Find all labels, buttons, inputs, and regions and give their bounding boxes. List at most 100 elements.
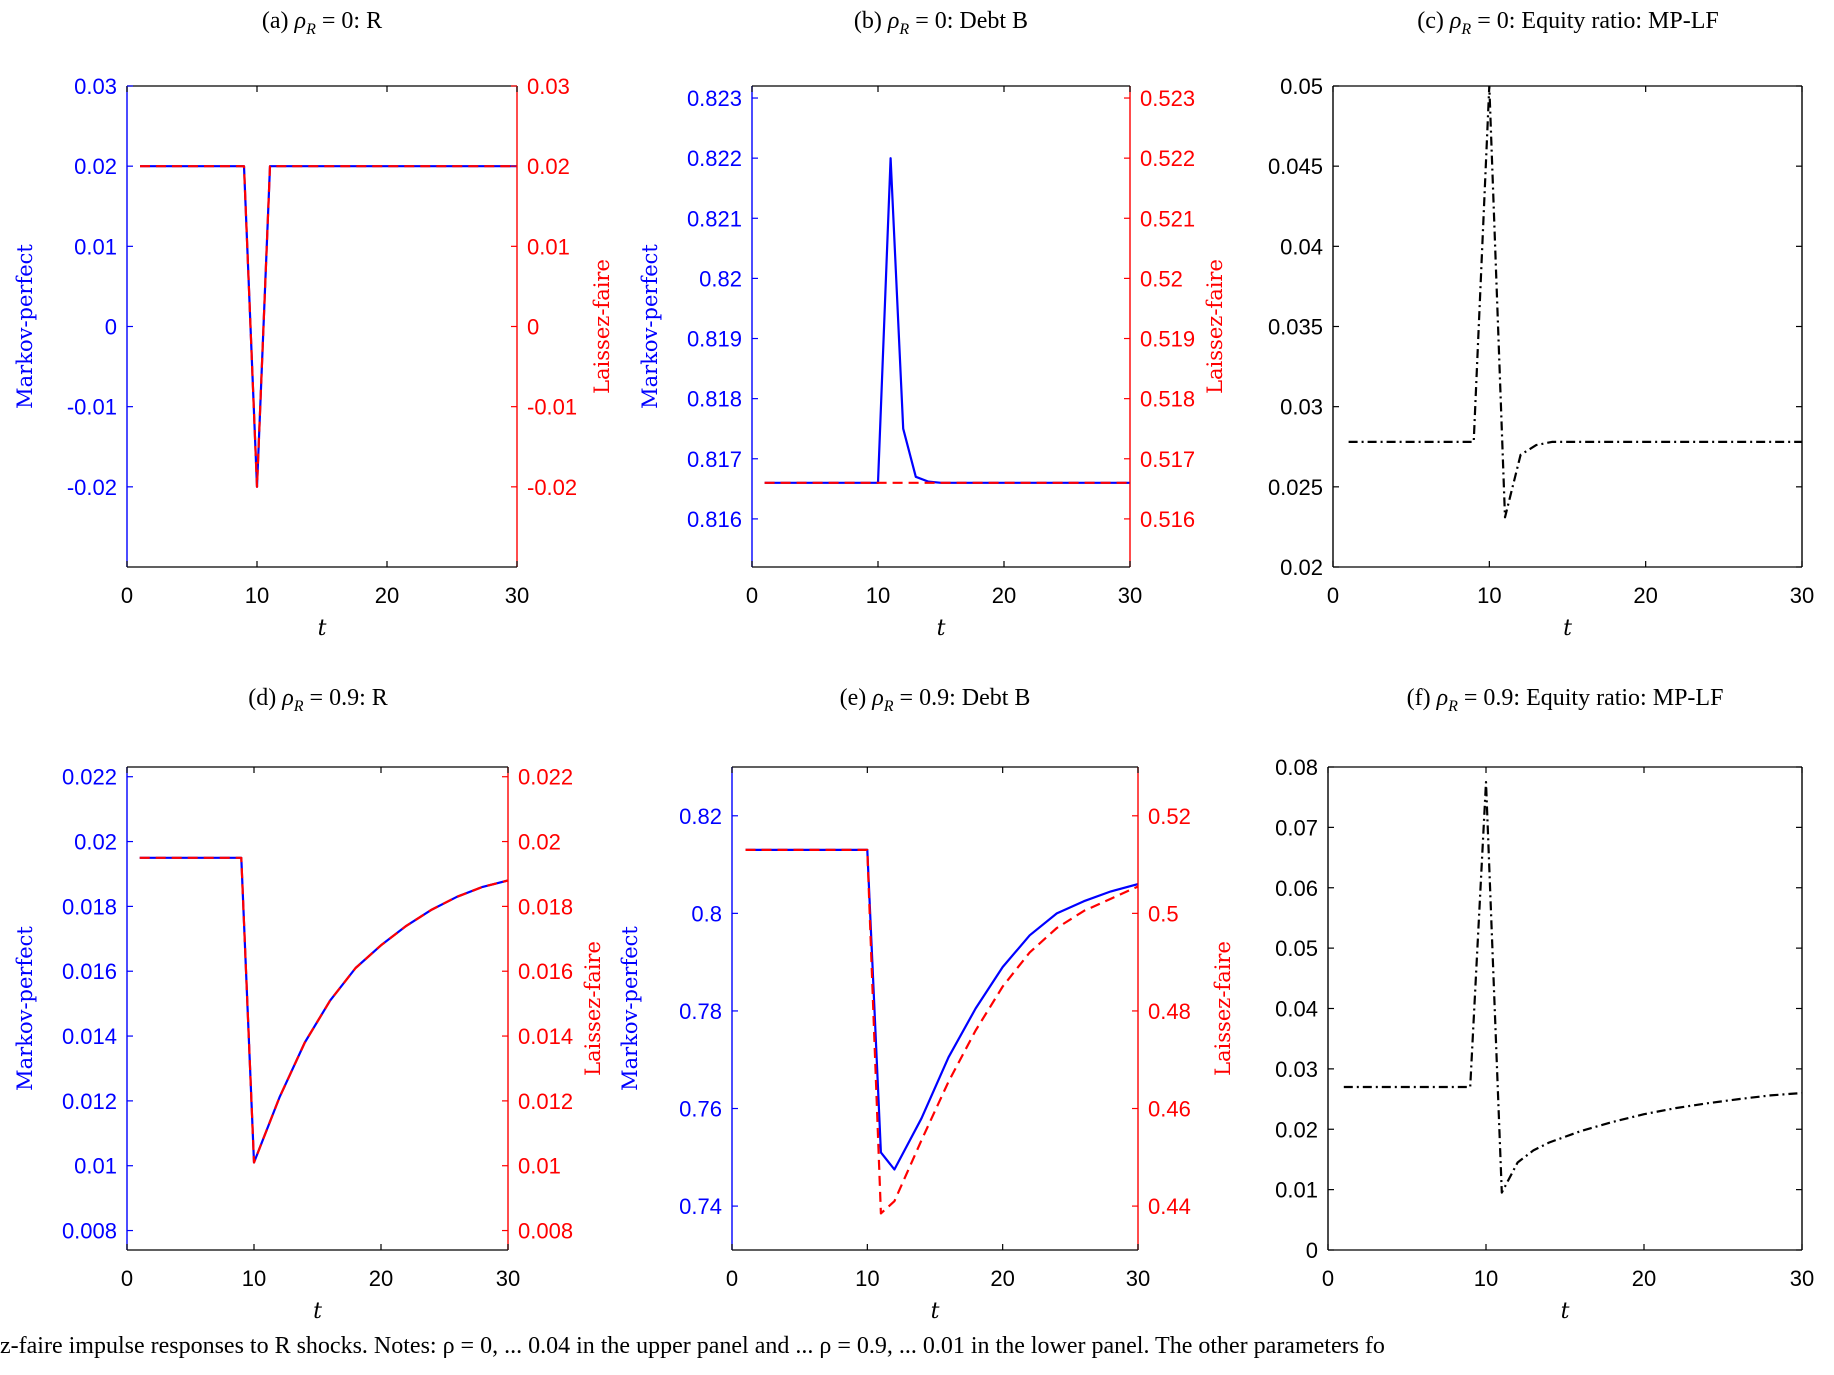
y-tick-label-right: 0.022 — [518, 765, 573, 790]
y-tick-label-left: 0.05 — [1275, 936, 1318, 961]
figure-caption: z-faire impulse responses to R shocks. N… — [0, 1333, 1385, 1359]
x-tick-label: 30 — [1118, 583, 1142, 608]
y-tick-label-left: 0.025 — [1268, 475, 1323, 500]
x-tick-label: 10 — [1474, 1266, 1498, 1291]
chart-title-d: (d) ρR = 0.9: R — [248, 685, 388, 715]
y-tick-label-right: 0.016 — [518, 959, 573, 984]
y-tick-label-right: 0.516 — [1140, 507, 1195, 532]
y-tick-label-left: 0.045 — [1268, 154, 1323, 179]
y-tick-label-left: 0.008 — [62, 1219, 117, 1244]
chart-panel-a: 0 10 20 30 t -0.02 -0.01 0 0.01 0.02 0.03 -0.02 -0.0… — [13, 74, 614, 641]
y-tick-label-right: 0.517 — [1140, 447, 1195, 472]
x-axis-label: t — [931, 1299, 940, 1324]
y-tick-label-left: 0.04 — [1275, 997, 1318, 1022]
chart-panel-e: 0 10 20 30 t 0.74 0.76 0.78 0.8 0.82 0.44 0.46 0.48 0… — [618, 766, 1235, 1324]
y-tick-label-right: 0.012 — [518, 1089, 573, 1114]
x-tick-label: 0 — [121, 583, 133, 608]
x-tick-label: 0 — [726, 1266, 738, 1291]
x-tick-label: 20 — [1632, 1266, 1656, 1291]
x-tick-label: 10 — [245, 583, 269, 608]
y-tick-label-right: 0.02 — [518, 830, 561, 855]
y-tick-label-right: 0.521 — [1140, 206, 1195, 231]
y-tick-label-left: 0.03 — [1275, 1057, 1318, 1082]
y-tick-label-left: 0.05 — [1280, 74, 1323, 99]
x-tick-label: 10 — [855, 1266, 879, 1291]
chart-title-b: (b) ρR = 0: Debt B — [854, 8, 1028, 38]
y-tick-label-left: 0.03 — [1280, 395, 1323, 420]
y-axis-label-left: Markov-perfect — [638, 244, 662, 409]
y-tick-label-right: 0.52 — [1148, 804, 1191, 829]
x-tick-label: 30 — [496, 1266, 520, 1291]
y-tick-label-right: 0.03 — [527, 74, 570, 99]
series-line-a-laissez-faire — [140, 165, 517, 488]
x-tick-label: 0 — [121, 1266, 133, 1291]
y-tick-label-left: 0.014 — [62, 1024, 117, 1049]
series-line-f-equity-ratio — [1343, 780, 1802, 1194]
x-tick-label: 20 — [369, 1266, 393, 1291]
series-line-a-markov-perfect — [140, 165, 517, 488]
y-tick-label-left: 0.76 — [679, 1097, 722, 1122]
chart-panel-b: 0 10 20 30 t 0.816 0.817 0.818 0.819 0.82 0.821 0.8… — [638, 85, 1227, 641]
y-tick-label-right: 0.44 — [1148, 1194, 1191, 1219]
y-tick-label-right: 0.522 — [1140, 146, 1195, 171]
y-tick-label-right: 0.008 — [518, 1219, 573, 1244]
y-tick-label-right: 0.5 — [1148, 901, 1179, 926]
y-tick-label-left: 0.01 — [1275, 1178, 1318, 1203]
y-tick-label-left: 0.8 — [691, 901, 722, 926]
y-tick-label-right: -0.02 — [527, 475, 577, 500]
y-tick-label-left: 0.03 — [74, 74, 117, 99]
y-tick-label-right: -0.01 — [527, 395, 577, 420]
x-tick-label: 20 — [1633, 583, 1657, 608]
y-axis-label-right: Laissez-faire — [581, 941, 605, 1076]
y-tick-label-left: 0.817 — [687, 447, 742, 472]
y-axis-label-right: Laissez-faire — [1203, 259, 1227, 394]
x-axis-label: t — [313, 1299, 322, 1324]
x-axis-label: t — [318, 616, 327, 641]
y-tick-label-left: 0.82 — [679, 804, 722, 829]
y-tick-label-right: 0.01 — [518, 1154, 561, 1179]
y-tick-label-left: 0.818 — [687, 387, 742, 412]
y-tick-label-left: 0 — [1306, 1238, 1318, 1263]
x-tick-label: 20 — [992, 583, 1016, 608]
y-tick-label-left: 0.012 — [62, 1089, 117, 1114]
x-axis-label: t — [937, 616, 946, 641]
y-tick-label-left: 0.819 — [687, 327, 742, 352]
y-tick-label-right: 0.02 — [527, 154, 570, 179]
y-tick-label-left: 0.02 — [1275, 1117, 1318, 1142]
x-tick-label: 30 — [1790, 583, 1814, 608]
chart-title-c: (c) ρR = 0: Equity ratio: MP-LF — [1417, 8, 1719, 38]
x-axis-label: t — [1563, 616, 1572, 641]
y-tick-label-left: 0.035 — [1268, 315, 1323, 340]
y-axis-label-right: Laissez-faire — [590, 259, 614, 394]
series-line-d-laissez-faire — [139, 856, 508, 1164]
y-tick-label-left: -0.02 — [67, 475, 117, 500]
y-tick-label-left: 0.016 — [62, 959, 117, 984]
y-tick-label-left: 0.823 — [687, 86, 742, 111]
chart-panel-f: 0 10 20 30 t 0 0.01 0.02 0.03 0.04 0.05 0.06 0.07 0.0… — [1275, 755, 1814, 1324]
y-tick-label-right: 0 — [527, 315, 539, 340]
y-tick-label-left: 0.82 — [699, 266, 742, 291]
y-tick-label-left: 0.74 — [679, 1194, 722, 1219]
y-tick-label-left: 0.02 — [74, 154, 117, 179]
y-axis-label-left: Markov-perfect — [13, 926, 37, 1091]
x-tick-label: 10 — [242, 1266, 266, 1291]
chart-panel-c: 0 10 20 30 t 0.02 0.025 0.03 0.035 0.04 0.045 0.05 — [1268, 74, 1814, 641]
y-tick-label-left: 0.04 — [1280, 234, 1323, 259]
y-tick-label-left: 0.01 — [74, 1154, 117, 1179]
y-tick-label-left: -0.01 — [67, 395, 117, 420]
y-tick-label-right: 0.48 — [1148, 999, 1191, 1024]
series-line-e-markov-perfect — [745, 848, 1138, 1171]
y-axis-label-right: Laissez-faire — [1211, 941, 1235, 1076]
x-tick-label: 0 — [746, 583, 758, 608]
y-tick-label-left: 0.018 — [62, 894, 117, 919]
y-tick-label-left: 0.06 — [1275, 876, 1318, 901]
chart-title-e: (e) ρR = 0.9: Debt B — [840, 685, 1031, 715]
series-line-b-markov-perfect — [764, 157, 1130, 484]
y-tick-label-left: 0.08 — [1275, 755, 1318, 780]
y-tick-label-right: 0.52 — [1140, 266, 1183, 291]
y-tick-label-right: 0.46 — [1148, 1097, 1191, 1122]
x-tick-label: 0 — [1327, 583, 1339, 608]
y-tick-label-left: 0.821 — [687, 206, 742, 231]
y-tick-label-left: 0.07 — [1275, 815, 1318, 840]
y-tick-label-left: 0 — [105, 315, 117, 340]
